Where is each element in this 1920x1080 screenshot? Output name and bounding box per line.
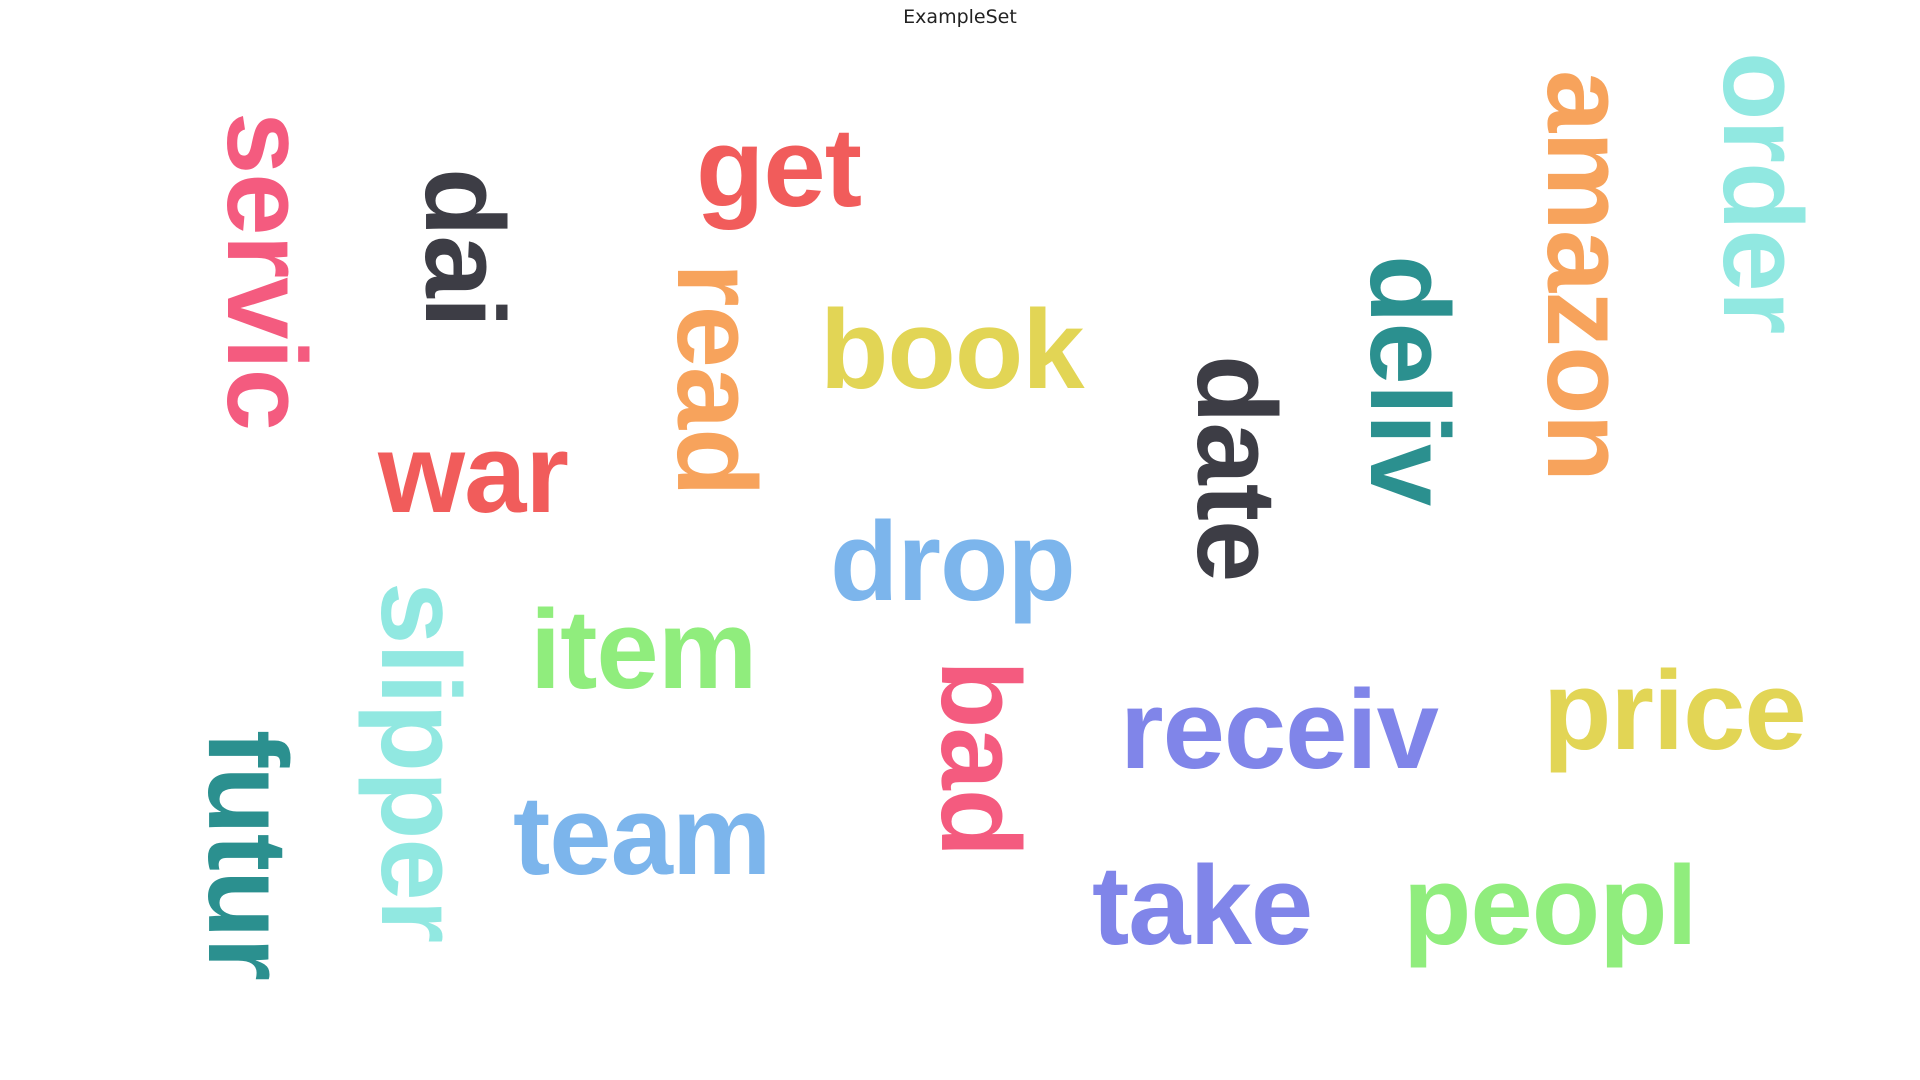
word-item: item (530, 587, 757, 712)
word-receiv: receiv (1120, 667, 1439, 792)
word-futur: futur (185, 730, 310, 981)
word-dai: dai (402, 168, 527, 327)
word-war: war (378, 411, 569, 536)
word-read: read (654, 263, 779, 496)
word-book: book (820, 287, 1085, 412)
word-drop: drop (830, 499, 1076, 624)
word-bad: bad (918, 660, 1043, 857)
word-price: price (1543, 648, 1807, 773)
word-get: get (696, 105, 862, 230)
word-order: order (1700, 52, 1825, 334)
word-amazon: amazon (1524, 70, 1649, 481)
word-take: take (1092, 843, 1313, 968)
word-date: date (1174, 355, 1299, 582)
word-peopl: peopl (1403, 843, 1698, 968)
word-team: team (513, 773, 771, 898)
word-servic: servic (204, 112, 329, 430)
word-deliv: deliv (1347, 255, 1472, 506)
word-slipper: slipper (358, 582, 483, 943)
chart-title: ExampleSet (903, 6, 1017, 28)
